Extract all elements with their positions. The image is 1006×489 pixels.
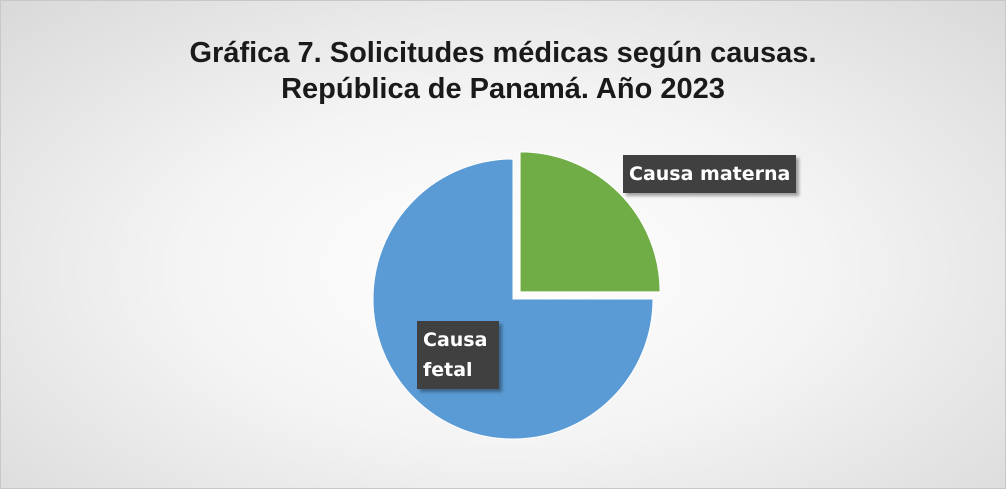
pie-slice [519,151,661,293]
slice-label: Causa materna [623,155,797,193]
chart-title: Gráfica 7. Solicitudes médicas según cau… [189,37,817,69]
slice-label: Causa fetal [417,321,499,389]
chart-title: República de Panamá. Año 2023 [281,73,725,105]
